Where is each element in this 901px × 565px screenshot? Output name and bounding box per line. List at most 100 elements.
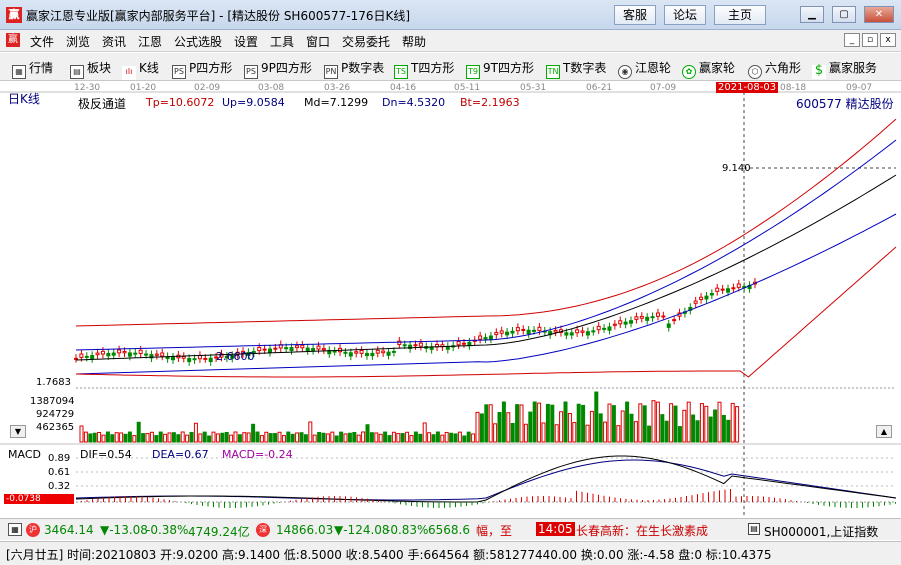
volume-bar	[651, 400, 656, 443]
customer-service-button[interactable]: 客服	[614, 5, 656, 25]
volume-bar	[484, 404, 489, 443]
candle-body	[305, 347, 310, 352]
volume-bar	[123, 433, 128, 443]
volume-bar	[576, 403, 581, 443]
candle-body	[300, 344, 305, 349]
volume-bar	[198, 433, 203, 443]
menu-browse[interactable]: 浏览	[66, 35, 91, 49]
date-tick: 04-16	[390, 83, 417, 93]
news-ticker[interactable]: 幅，至 14:05 长春高新：在生长激素成	[474, 519, 744, 539]
macd-negative-label: -0.0738	[4, 494, 74, 504]
volume-bar	[268, 433, 273, 443]
home-button[interactable]: 主页	[714, 5, 766, 25]
candle-body	[100, 350, 105, 355]
tool-t-table[interactable]: TN T数字表	[546, 59, 606, 79]
menu-tools[interactable]: 工具	[270, 35, 295, 49]
candle-body	[666, 323, 671, 328]
mdi-restore-icon[interactable]: ▫	[862, 33, 878, 47]
candle-body	[386, 351, 391, 356]
candle-body	[208, 357, 213, 363]
sz-index-icon: 深	[256, 523, 270, 537]
sz-index-value[interactable]: 14866.03	[276, 523, 334, 537]
blocks-icon: ▤	[70, 65, 84, 79]
candle-body	[359, 350, 364, 354]
collapse-down-icon[interactable]: ▼	[10, 425, 26, 438]
forum-button[interactable]: 论坛	[664, 5, 706, 25]
ps-icon: PS	[172, 65, 186, 79]
maximize-icon[interactable]: ▢	[832, 6, 856, 23]
volume-bar	[365, 424, 370, 443]
candle-body	[720, 288, 725, 291]
tool-hexagon[interactable]: ⬡ 六角形	[748, 59, 801, 79]
volume-bar	[418, 433, 423, 443]
chart-canvas[interactable]	[0, 82, 901, 518]
tool-t-square[interactable]: TS T四方形	[394, 59, 454, 79]
volume-bar	[699, 403, 704, 443]
volume-bar	[207, 435, 212, 443]
tool-p-table[interactable]: PN P数字表	[324, 59, 384, 79]
candle-body	[537, 326, 542, 332]
candle-body	[532, 329, 537, 332]
menu-settings[interactable]: 设置	[234, 35, 259, 49]
tool-winner-wheel[interactable]: ✿ 赢家轮	[682, 59, 735, 79]
tool-gann-wheel[interactable]: ◉ 江恩轮	[618, 59, 671, 79]
menu-window[interactable]: 窗口	[306, 35, 331, 49]
menu-help[interactable]: 帮助	[402, 35, 427, 49]
candle-body	[521, 328, 526, 331]
volume-bar	[211, 431, 216, 443]
sh-index-value[interactable]: 3464.14	[44, 523, 94, 537]
volume-tick: 462365	[36, 422, 75, 433]
volume-bar	[735, 406, 740, 443]
tool-sectors[interactable]: ▤ 板块	[70, 59, 111, 79]
date-tick: 06-21	[586, 83, 613, 93]
date-tick: 02-09	[194, 83, 221, 93]
volume-bar	[352, 431, 357, 443]
macd-tick: 0.32	[48, 481, 71, 492]
volume-bar	[387, 435, 392, 443]
candle-body	[618, 320, 623, 325]
ticker-text: 幅，至	[476, 524, 513, 538]
menu-gann[interactable]: 江恩	[138, 35, 163, 49]
volume-bar	[567, 412, 572, 443]
volume-bar	[603, 421, 608, 443]
mdi-close-icon[interactable]: x	[880, 33, 896, 47]
candle-body	[122, 350, 127, 354]
kline-chart[interactable]: 日K线 12-30 01-20 02-09 03-08 03-26 04-16 …	[0, 82, 901, 518]
volume-bar	[290, 433, 295, 443]
macd-tick: 0.61	[48, 467, 71, 478]
volume-bar	[400, 433, 405, 443]
gann-wheel-icon: ◉	[618, 65, 632, 79]
tool-kline[interactable]: ılı K线	[122, 59, 159, 80]
menu-news[interactable]: 资讯	[102, 35, 127, 49]
minimize-icon[interactable]: ▁	[800, 6, 824, 23]
tool-quotes[interactable]: ▦ 行情	[12, 59, 53, 79]
mdi-minimize-icon[interactable]: _	[844, 33, 860, 47]
volume-bar	[167, 432, 172, 443]
index-grid-icon[interactable]: ▦	[8, 523, 22, 536]
candle-body	[375, 349, 380, 354]
volume-bar	[141, 433, 146, 443]
index-toggle-icon[interactable]: ▤	[748, 523, 760, 535]
price-label: 9.140	[722, 163, 751, 174]
date-tick: 05-11	[454, 83, 481, 93]
tool-service[interactable]: $ 赢家服务	[812, 59, 877, 79]
candle-body	[138, 349, 143, 355]
candle-body	[343, 351, 348, 354]
9t-icon: T9	[466, 65, 480, 79]
tool-9p-square[interactable]: PS 9P四方形	[244, 59, 312, 79]
menu-formula[interactable]: 公式选股	[174, 35, 223, 49]
menu-trade[interactable]: 交易委托	[342, 35, 391, 49]
tool-p-square[interactable]: PS P四方形	[172, 59, 232, 79]
index-name[interactable]: SH000001,上证指数	[764, 525, 879, 539]
collapse-up-icon[interactable]: ▲	[876, 425, 892, 438]
channel-lower-line	[75, 213, 897, 375]
candle-body	[289, 347, 294, 352]
close-icon[interactable]: ✕	[864, 6, 894, 23]
sh-index-icon: 沪	[26, 523, 40, 537]
volume-bar	[471, 433, 476, 443]
volume-bar	[281, 435, 286, 443]
volume-bar	[717, 401, 722, 443]
tool-9t-square[interactable]: T9 9T四方形	[466, 59, 534, 79]
candle-body	[623, 321, 628, 325]
menu-file[interactable]: 文件	[30, 35, 55, 49]
